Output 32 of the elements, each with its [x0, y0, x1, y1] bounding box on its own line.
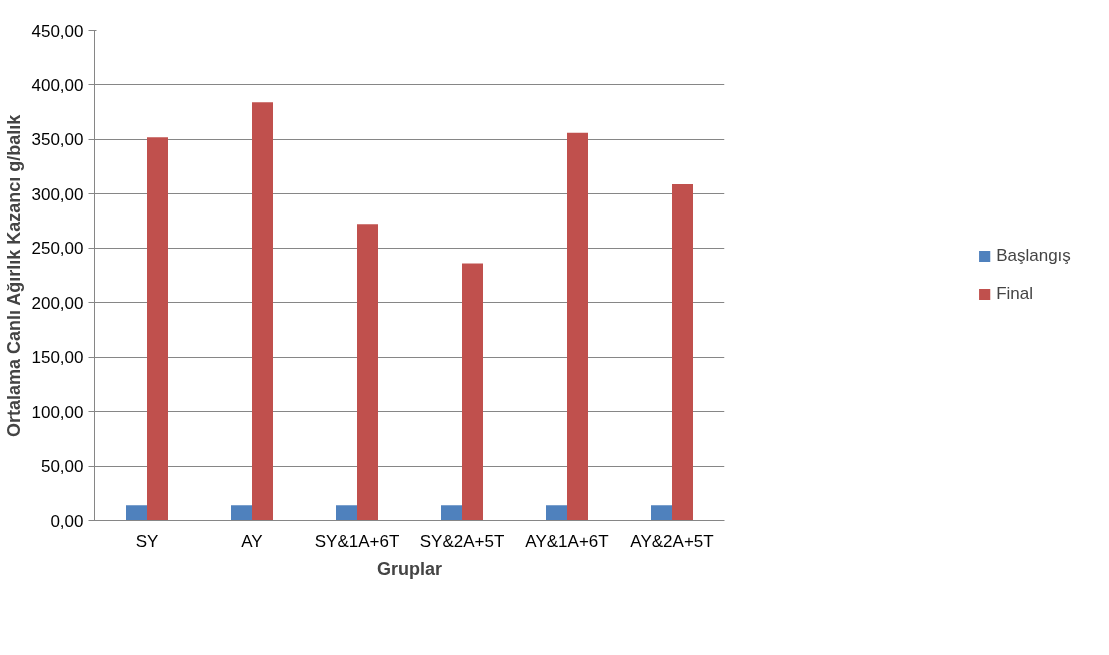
bar — [462, 263, 483, 521]
y-tick-label: 0,00 — [50, 511, 84, 531]
bar — [147, 137, 168, 521]
y-tick-label: 250,00 — [31, 239, 84, 259]
x-tick-label: AY — [241, 531, 263, 551]
bar — [672, 184, 693, 521]
x-axis-title: Gruplar — [376, 558, 443, 579]
y-tick-label: 300,00 — [31, 184, 84, 204]
bar — [567, 132, 588, 521]
bar — [546, 505, 567, 521]
x-tick-label: SY — [135, 531, 159, 551]
bar — [357, 224, 378, 521]
y-tick-label: 100,00 — [31, 402, 84, 422]
x-tick-label: AY&1A+6T — [525, 531, 609, 551]
y-axis-title: Ortalama Canlı Ağırlık Kazancı g/balık — [3, 113, 24, 438]
legend-label: Başlangış — [996, 246, 1071, 266]
x-tick-label: SY&2A+5T — [419, 531, 505, 551]
y-tick-label: 350,00 — [31, 130, 84, 150]
bar — [651, 505, 672, 521]
y-tick-label: 150,00 — [31, 348, 84, 368]
bar — [126, 505, 147, 521]
y-tick-label: 400,00 — [31, 75, 84, 95]
x-tick-label: SY&1A+6T — [314, 531, 400, 551]
bar — [336, 505, 357, 521]
y-tick-label: 200,00 — [31, 293, 84, 313]
legend-label: Final — [996, 284, 1034, 304]
bar — [441, 505, 462, 521]
bar — [252, 102, 273, 521]
y-tick-label: 450,00 — [31, 21, 84, 41]
y-tick-label: 50,00 — [40, 457, 84, 477]
bar — [231, 505, 252, 521]
x-tick-label: AY&2A+5T — [630, 531, 714, 551]
